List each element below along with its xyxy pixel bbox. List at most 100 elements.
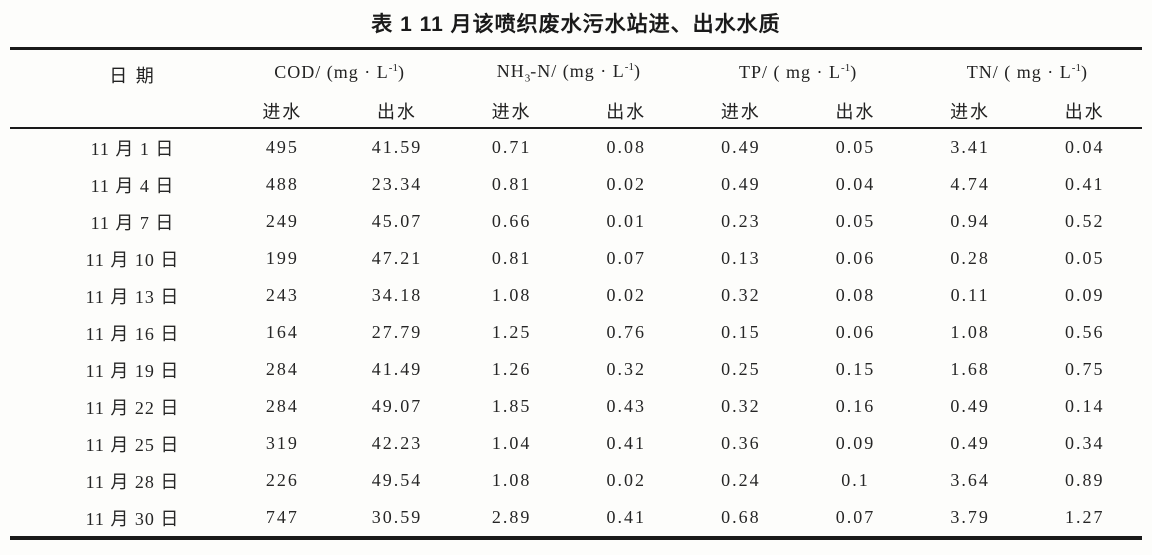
- value-cell: 0.81: [491, 174, 532, 194]
- value-cell: 226: [265, 470, 299, 490]
- table-row: 11 月 30 日 747 30.59 2.89 0.41 0.68 0.07 3.79 1.2…: [10, 499, 1142, 538]
- value-cell: 23.34: [371, 174, 423, 194]
- date-cell: 11 月 4 日: [90, 175, 175, 196]
- value-cell: 47.21: [371, 248, 423, 268]
- date-cell: 11 月 16 日: [85, 323, 180, 344]
- value-cell: 0.05: [835, 137, 876, 157]
- value-cell: 0.41: [606, 507, 646, 527]
- value-cell: 0.11: [950, 285, 990, 305]
- value-cell: 49.54: [371, 470, 423, 490]
- value-cell: 0.34: [1064, 433, 1105, 453]
- value-cell: 0.52: [1064, 211, 1105, 231]
- value-cell: 0.75: [1064, 359, 1105, 379]
- value-cell: 0.13: [721, 248, 761, 268]
- value-cell: 0.49: [950, 433, 990, 453]
- value-cell: 41.49: [371, 359, 423, 379]
- value-cell: 488: [265, 174, 299, 194]
- value-cell: 0.81: [491, 248, 532, 268]
- value-cell: 0.36: [721, 433, 761, 453]
- value-cell: 1.25: [491, 322, 532, 342]
- subheader-cod-in: 进水: [262, 102, 303, 122]
- unit-text: ): [1080, 62, 1088, 82]
- table-row: 11 月 10 日 199 47.21 0.81 0.07 0.13 0.06 0.28 0.0…: [10, 240, 1142, 277]
- value-cell: 0.02: [606, 174, 646, 194]
- value-cell: 34.18: [371, 285, 423, 305]
- unit-text: TN/ ( mg · L: [966, 62, 1072, 82]
- value-cell: 0.09: [835, 433, 876, 453]
- table-row: 11 月 7 日 249 45.07 0.66 0.01 0.23 0.05 0.94 0.52: [10, 203, 1142, 240]
- date-cell: 11 月 19 日: [85, 360, 180, 381]
- date-cell: 11 月 30 日: [85, 508, 180, 529]
- date-cell: 11 月 10 日: [85, 249, 180, 270]
- value-cell: 0.09: [1064, 285, 1105, 305]
- table-body: 11 月 1 日 495 41.59 0.71 0.08 0.49 0.05 3.41 0.04…: [10, 128, 1142, 538]
- value-cell: 0.06: [835, 322, 876, 342]
- column-group-cod: COD/ (mg · L-1): [225, 49, 454, 96]
- unit-superscript: -1: [1071, 62, 1081, 74]
- value-cell: 3.41: [950, 137, 990, 157]
- date-cell: 11 月 28 日: [85, 471, 180, 492]
- subheader-tp-in: 进水: [720, 102, 761, 122]
- value-cell: 199: [265, 248, 299, 268]
- date-cell: 11 月 13 日: [85, 286, 180, 307]
- value-cell: 0.04: [835, 174, 876, 194]
- value-cell: 0.06: [835, 248, 876, 268]
- value-cell: 0.05: [835, 211, 876, 231]
- value-cell: 1.08: [491, 470, 532, 490]
- value-cell: 0.89: [1064, 470, 1105, 490]
- unit-superscript: -1: [388, 62, 398, 74]
- subheader-tn-out: 出水: [1064, 102, 1105, 122]
- header-group-row: 日 期 COD/ (mg · L-1) NH3-N/ (mg · L-1) TP…: [10, 49, 1142, 96]
- value-cell: 1.08: [950, 322, 990, 342]
- unit-text: -N/ (mg · L: [530, 60, 625, 81]
- unit-subscript: 3: [524, 72, 531, 85]
- scanned-paper-page: 表 1 11 月该喷织废水污水站进、出水水质 日 期 COD/ (mg · L-…: [0, 11, 1152, 555]
- value-cell: 27.79: [371, 322, 423, 342]
- table-title: 表 1 11 月该喷织废水污水站进、出水水质: [371, 13, 781, 36]
- value-cell: 0.41: [606, 433, 646, 453]
- value-cell: 495: [265, 137, 299, 157]
- value-cell: 0.94: [950, 211, 990, 231]
- date-cell: 11 月 25 日: [85, 434, 180, 455]
- value-cell: 3.64: [950, 470, 990, 490]
- value-cell: 319: [265, 433, 299, 453]
- value-cell: 49.07: [371, 396, 423, 416]
- value-cell: 0.01: [606, 211, 646, 231]
- value-cell: 0.41: [1064, 174, 1105, 194]
- value-cell: 0.49: [950, 396, 990, 416]
- value-cell: 0.02: [606, 470, 646, 490]
- value-cell: 45.07: [371, 211, 423, 231]
- value-cell: 747: [265, 507, 299, 527]
- value-cell: 284: [265, 396, 299, 416]
- value-cell: 0.24: [721, 470, 761, 490]
- date-cell: 11 月 22 日: [85, 397, 180, 418]
- table-row: 11 月 13 日 243 34.18 1.08 0.02 0.32 0.08 0.11 0.0…: [10, 277, 1142, 314]
- value-cell: 243: [265, 285, 299, 305]
- unit-text: TP/ ( mg · L: [739, 62, 842, 82]
- date-cell: 11 月 7 日: [90, 212, 175, 233]
- table-row: 11 月 22 日 284 49.07 1.85 0.43 0.32 0.16 0.49 0.1…: [10, 388, 1142, 425]
- value-cell: 1.08: [491, 285, 532, 305]
- value-cell: 0.76: [606, 322, 646, 342]
- value-cell: 1.85: [491, 396, 532, 416]
- value-cell: 0.04: [1064, 137, 1105, 157]
- value-cell: 4.74: [950, 174, 990, 194]
- unit-text: COD/ (mg · L: [274, 62, 389, 82]
- value-cell: 2.89: [491, 507, 532, 527]
- value-cell: 30.59: [371, 507, 423, 527]
- table-row: 11 月 28 日 226 49.54 1.08 0.02 0.24 0.1 3.64 0.89: [10, 462, 1142, 499]
- unit-superscript: -1: [624, 60, 634, 73]
- subheader-nh3n-in: 进水: [491, 102, 532, 122]
- header-sub-row: 进水 出水 进水 出水 进水 出水 进水 出水: [10, 95, 1142, 128]
- unit-superscript: -1: [841, 62, 851, 74]
- unit-text: NH: [496, 60, 525, 81]
- value-cell: 0.32: [721, 285, 761, 305]
- value-cell: 0.07: [606, 248, 646, 268]
- value-cell: 0.07: [835, 507, 876, 527]
- value-cell: 284: [265, 359, 299, 379]
- table-row: 11 月 1 日 495 41.59 0.71 0.08 0.49 0.05 3.41 0.04: [10, 128, 1142, 166]
- value-cell: 0.49: [721, 137, 761, 157]
- value-cell: 0.23: [721, 211, 761, 231]
- value-cell: 3.79: [950, 507, 990, 527]
- value-cell: 0.28: [950, 248, 990, 268]
